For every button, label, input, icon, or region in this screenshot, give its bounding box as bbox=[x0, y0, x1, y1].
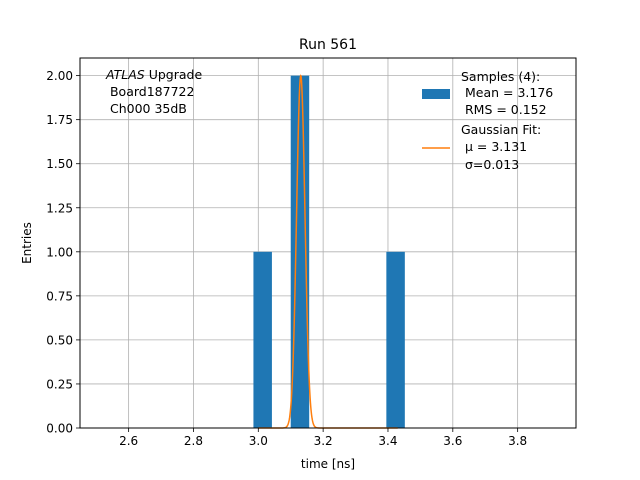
x-tick-label: 2.8 bbox=[184, 434, 203, 448]
histogram-bar bbox=[253, 251, 272, 428]
y-axis-label: Entries bbox=[20, 222, 34, 264]
plot-frame bbox=[79, 57, 577, 429]
annotation-atlas: ATLAS bbox=[105, 67, 145, 82]
x-tick-label: 3.8 bbox=[508, 434, 527, 448]
x-tick-label: 3.4 bbox=[378, 434, 397, 448]
y-tick-label: 0.00 bbox=[46, 422, 73, 436]
y-axis-ticks: 0.00 0.25 0.50 0.75 1.00 1.25 1.50 1.75 2.00 bbox=[46, 69, 80, 436]
annotation-upgrade: Upgrade bbox=[145, 67, 203, 82]
chart-title: Run 561 bbox=[299, 37, 357, 53]
legend-samples-rms: RMS = 0.152 bbox=[461, 102, 547, 117]
y-tick-label: 1.00 bbox=[46, 245, 73, 259]
legend-fit-sigma: σ=0.013 bbox=[461, 157, 519, 172]
x-tick-label: 3.2 bbox=[314, 434, 333, 448]
legend-samples-swatch bbox=[422, 89, 450, 99]
x-axis-label: time [ns] bbox=[301, 457, 355, 471]
legend-samples-mean: Mean = 3.176 bbox=[461, 85, 553, 100]
atlas-annotation: ATLAS Upgrade Board187722 Ch000 35dB bbox=[105, 67, 202, 116]
x-tick-label: 3.0 bbox=[249, 434, 268, 448]
histogram-bars bbox=[253, 75, 405, 428]
annotation-board: Board187722 bbox=[106, 84, 194, 99]
x-tick-label: 2.6 bbox=[119, 434, 138, 448]
legend-fit-mu: μ = 3.131 bbox=[461, 139, 527, 154]
y-tick-label: 0.75 bbox=[46, 289, 73, 303]
svg-text:ATLAS Upgrade: ATLAS Upgrade bbox=[105, 67, 202, 82]
legend-samples-title: Samples (4): bbox=[461, 69, 540, 84]
x-axis-ticks: 2.6 2.8 3.0 3.2 3.4 3.6 3.8 bbox=[119, 428, 527, 448]
y-tick-label: 2.00 bbox=[46, 69, 73, 83]
y-tick-label: 0.25 bbox=[46, 377, 73, 391]
histogram-bar bbox=[386, 251, 405, 428]
y-tick-label: 1.25 bbox=[46, 201, 73, 215]
grid-lines bbox=[80, 58, 576, 429]
legend: Samples (4): Mean = 3.176 RMS = 0.152 Ga… bbox=[422, 69, 553, 172]
annotation-channel: Ch000 35dB bbox=[106, 101, 187, 116]
legend-fit-title: Gaussian Fit: bbox=[461, 122, 541, 137]
y-tick-label: 1.75 bbox=[46, 113, 73, 127]
y-tick-label: 1.50 bbox=[46, 157, 73, 171]
x-tick-label: 3.6 bbox=[443, 434, 462, 448]
y-tick-label: 0.50 bbox=[46, 333, 73, 347]
